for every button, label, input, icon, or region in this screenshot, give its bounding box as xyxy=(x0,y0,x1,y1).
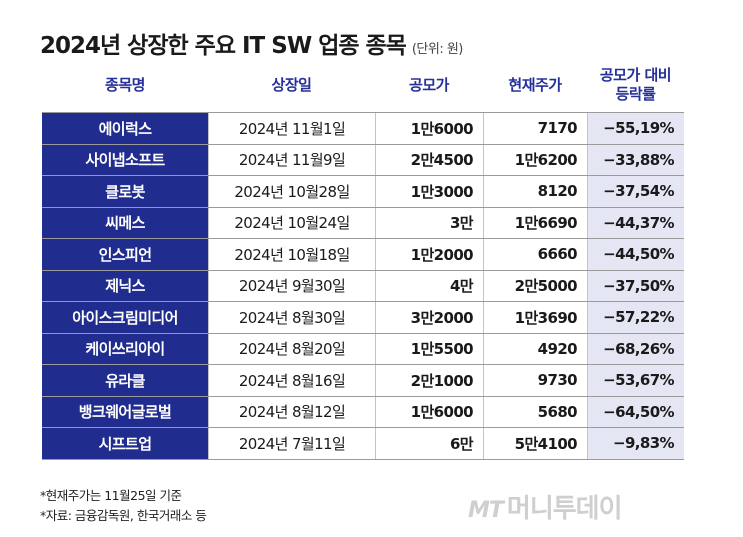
offer-price-cell: 1만3000 xyxy=(375,176,483,207)
stock-name-cell: 사이냅소프트 xyxy=(42,144,208,175)
current-price-cell: 7170 xyxy=(483,113,587,144)
current-price-cell: 5680 xyxy=(483,396,587,427)
change-rate-cell: −37,50% xyxy=(587,270,684,301)
listing-date-cell: 2024년 9월30일 xyxy=(208,270,375,301)
current-price-cell: 1만3690 xyxy=(483,302,587,333)
column-header-name: 종목명 xyxy=(105,75,145,94)
current-price-cell: 4920 xyxy=(483,333,587,364)
current-price-cell: 6660 xyxy=(483,239,587,270)
stock-name-cell: 씨메스 xyxy=(42,207,208,238)
title-text: 2024년 상장한 주요 IT SW 업종 종목 xyxy=(40,33,407,59)
stock-name-cell: 제닉스 xyxy=(42,270,208,301)
change-rate-cell: −9,83% xyxy=(587,428,684,459)
current-price-cell: 1만6690 xyxy=(483,207,587,238)
offer-price-cell: 1만5500 xyxy=(375,333,483,364)
logo-text: 머니투데이 xyxy=(506,494,623,524)
change-rate-cell: −33,88% xyxy=(587,144,684,175)
change-rate-cell: −68,26% xyxy=(587,333,684,364)
stock-name-cell: 시프트업 xyxy=(42,428,208,459)
offer-price-cell: 3만 xyxy=(375,207,483,238)
offer-price-cell: 2만1000 xyxy=(375,365,483,396)
column-header-date: 상장일 xyxy=(271,75,312,94)
unit-label: (단위: 원) xyxy=(411,42,464,57)
offer-price-cell: 1만6000 xyxy=(375,113,483,144)
offer-price-cell: 2만4500 xyxy=(375,144,483,175)
stock-name-cell: 유라클 xyxy=(42,365,208,396)
offer-price-cell: 1만6000 xyxy=(375,396,483,427)
stock-name-cell: 인스피언 xyxy=(42,239,208,270)
listing-date-cell: 2024년 10월28일 xyxy=(208,176,375,207)
table-row: 제닉스 2024년 9월30일 4만 2만5000 −37,50% xyxy=(42,270,684,302)
current-price-cell: 8120 xyxy=(483,176,587,207)
offer-price-cell: 3만2000 xyxy=(375,302,483,333)
footnote-source: *자료: 금융감독원, 한국거래소 등 xyxy=(40,508,207,523)
listing-date-cell: 2024년 8월20일 xyxy=(208,333,375,364)
column-header-change-rate: 공모가 대비 등락률 xyxy=(599,66,672,103)
footnotes: *현재주가는 11월25일 기준 *자료: 금융감독원, 한국거래소 등 xyxy=(40,486,207,526)
listing-date-cell: 2024년 10월24일 xyxy=(208,207,375,238)
table-row: 에이럭스 2024년 11월1일 1만6000 7170 −55,19% xyxy=(42,113,684,145)
listing-date-cell: 2024년 10월18일 xyxy=(208,239,375,270)
listing-date-cell: 2024년 11월9일 xyxy=(208,144,375,175)
table-row: 뱅크웨어글로벌 2024년 8월12일 1만6000 5680 −64,50% xyxy=(42,396,684,428)
table-row: 인스피언 2024년 10월18일 1만2000 6660 −44,50% xyxy=(42,239,684,271)
offer-price-cell: 4만 xyxy=(375,270,483,301)
listing-date-cell: 2024년 7월11일 xyxy=(208,428,375,459)
table-row: 유라클 2024년 8월16일 2만1000 9730 −53,67% xyxy=(42,365,684,397)
change-rate-cell: −55,19% xyxy=(587,113,684,144)
stock-name-cell: 뱅크웨어글로벌 xyxy=(42,396,208,427)
change-rate-cell: −44,50% xyxy=(587,239,684,270)
chart-title: 2024년 상장한 주요 IT SW 업종 종목 (단위: 원) xyxy=(40,26,463,60)
publisher-logo: MT 머니투데이 xyxy=(468,488,623,525)
column-header-offer-price: 공모가 xyxy=(409,75,449,94)
stock-name-cell: 아이스크림미디어 xyxy=(42,302,208,333)
listing-date-cell: 2024년 8월30일 xyxy=(208,302,375,333)
change-rate-cell: −64,50% xyxy=(587,396,684,427)
column-header-current-price: 현재주가 xyxy=(508,75,562,94)
current-price-cell: 5만4100 xyxy=(483,428,587,459)
change-rate-cell: −44,37% xyxy=(587,207,684,238)
offer-price-cell: 6만 xyxy=(375,428,483,459)
footnote-price-date: *현재주가는 11월25일 기준 xyxy=(40,488,182,503)
offer-price-cell: 1만2000 xyxy=(375,239,483,270)
stock-name-cell: 에이럭스 xyxy=(42,113,208,144)
table-row: 클로봇 2024년 10월28일 1만3000 8120 −37,54% xyxy=(42,176,684,208)
change-rate-cell: −37,54% xyxy=(587,176,684,207)
change-rate-cell: −57,22% xyxy=(587,302,684,333)
current-price-cell: 1만6200 xyxy=(483,144,587,175)
listing-date-cell: 2024년 8월12일 xyxy=(208,396,375,427)
logo-mark: MT xyxy=(468,498,504,523)
stock-name-cell: 케이쓰리아이 xyxy=(42,333,208,364)
table-row: 사이냅소프트 2024년 11월9일 2만4500 1만6200 −33,88% xyxy=(42,144,684,176)
change-rate-cell: −53,67% xyxy=(587,365,684,396)
table-row: 아이스크림미디어 2024년 8월30일 3만2000 1만3690 −57,22% xyxy=(42,302,684,334)
table-row: 케이쓰리아이 2024년 8월20일 1만5500 4920 −68,26% xyxy=(42,333,684,365)
listing-date-cell: 2024년 11월1일 xyxy=(208,113,375,144)
table-row: 씨메스 2024년 10월24일 3만 1만6690 −44,37% xyxy=(42,207,684,239)
stock-name-cell: 클로봇 xyxy=(42,176,208,207)
stock-table: 에이럭스 2024년 11월1일 1만6000 7170 −55,19% 사이냅소프트 20… xyxy=(42,112,684,460)
table-row: 시프트업 2024년 7월11일 6만 5만4100 −9,83% xyxy=(42,428,684,460)
current-price-cell: 2만5000 xyxy=(483,270,587,301)
current-price-cell: 9730 xyxy=(483,365,587,396)
listing-date-cell: 2024년 8월16일 xyxy=(208,365,375,396)
